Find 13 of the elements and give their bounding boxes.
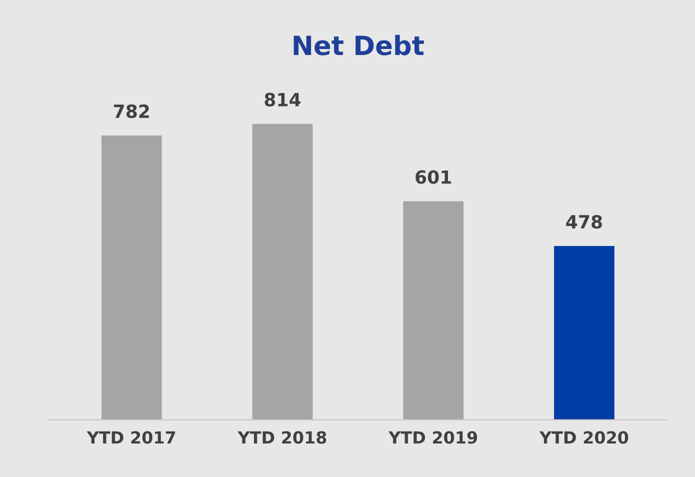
- data-label: 478: [566, 214, 602, 229]
- x-tick-label: YTD 2019: [388, 431, 478, 444]
- bar: [403, 201, 464, 420]
- x-tick-label: YTD 2017: [86, 431, 176, 444]
- bar: [252, 124, 313, 420]
- bar: [101, 135, 162, 420]
- x-tick-label: YTD 2020: [539, 431, 628, 444]
- chart-title: Net Debt: [294, 34, 424, 56]
- data-label: 814: [264, 92, 301, 106]
- bar: [554, 246, 614, 420]
- data-label: 782: [114, 104, 149, 118]
- data-label: 601: [416, 170, 451, 184]
- x-tick-label: YTD 2018: [238, 431, 326, 444]
